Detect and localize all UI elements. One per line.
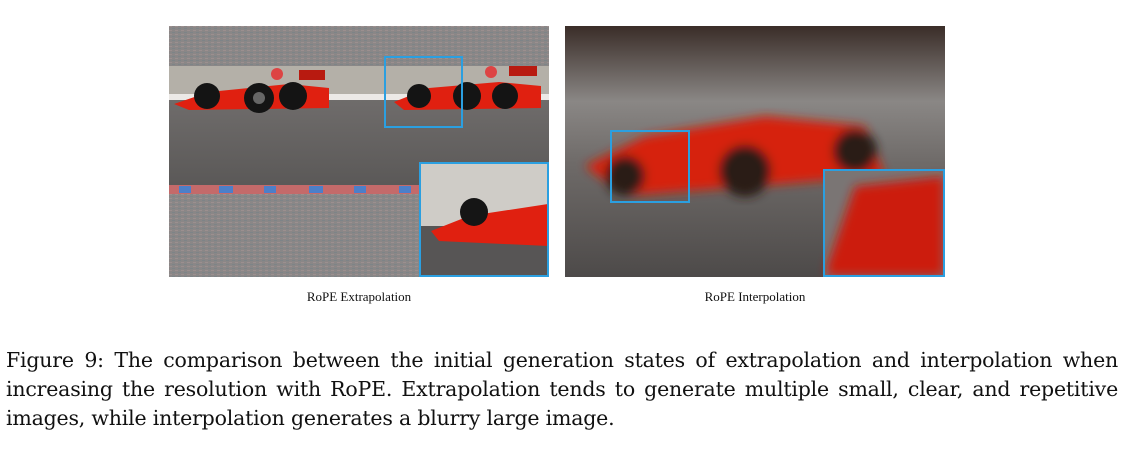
interpolation-label: RoPE Interpolation — [704, 289, 806, 304]
interpolation-image — [565, 26, 945, 277]
extrapolation-image — [169, 26, 549, 277]
figure-caption: Figure 9: The comparison between the ini… — [6, 348, 1118, 430]
extrapolation-label: RoPE Extrapolation — [306, 289, 412, 304]
